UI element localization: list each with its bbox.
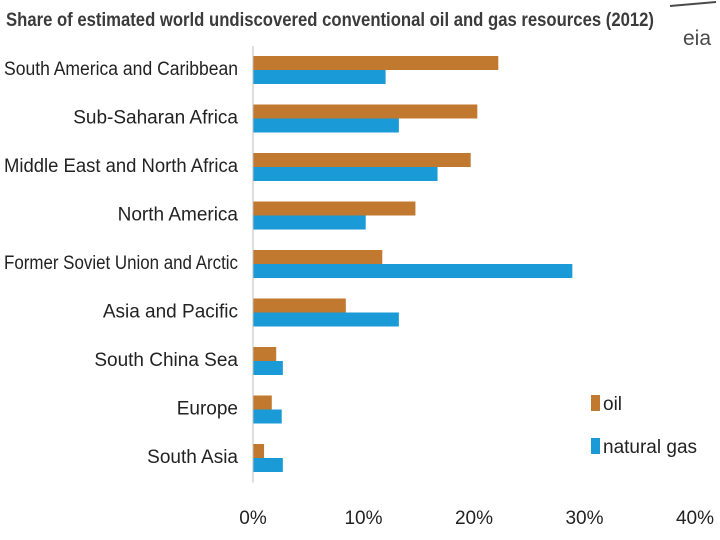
category-label: Europe <box>177 399 238 420</box>
oil-bar <box>253 104 478 119</box>
natural-gas-bar <box>253 264 573 278</box>
natural-gas-bar <box>253 70 386 84</box>
oil-bar <box>253 395 272 410</box>
legend-swatch-natural-gas <box>591 438 600 454</box>
category-label: South China Sea <box>94 350 238 371</box>
natural-gas-bar <box>253 458 283 472</box>
eia-logo-text: eia <box>683 27 711 50</box>
natural-gas-bar <box>253 312 399 327</box>
category-label: South America and Caribbean <box>4 59 238 80</box>
x-tick-label: 30% <box>565 508 603 529</box>
natural-gas-bar <box>253 118 399 133</box>
category-label: Asia and Pacific <box>103 302 238 323</box>
category-label: Middle East and North Africa <box>4 156 238 177</box>
natural-gas-bar <box>253 409 282 424</box>
legend-label-natural-gas: natural gas <box>603 437 697 458</box>
x-tick-label: 20% <box>455 508 493 529</box>
oil-bar <box>253 153 471 167</box>
oil-bar <box>253 250 383 264</box>
x-tick-label: 40% <box>676 508 714 529</box>
category-label: Sub-Saharan Africa <box>73 108 238 129</box>
category-label: North America <box>118 205 239 226</box>
oil-bar <box>253 201 416 216</box>
x-tick-label: 10% <box>344 508 382 529</box>
category-label: South Asia <box>147 447 238 468</box>
category-label: Former Soviet Union and Arctic <box>4 253 238 274</box>
x-axis-ticks: 0% 10% 20% 30% 40% <box>239 508 714 529</box>
natural-gas-bar <box>253 167 438 181</box>
bars-group <box>253 56 573 472</box>
eia-logo: eia <box>669 1 717 50</box>
oil-bar <box>253 298 346 313</box>
legend-swatch-oil <box>591 395 600 411</box>
x-tick-label: 0% <box>239 508 267 529</box>
natural-gas-bar <box>253 215 366 230</box>
chart-title: Share of estimated world undiscovered co… <box>6 10 654 31</box>
legend-label-oil: oil <box>603 394 622 415</box>
category-labels: South America and Caribbean Sub-Saharan A… <box>4 59 238 468</box>
oil-bar <box>253 56 499 70</box>
eia-logo-arc <box>669 1 717 7</box>
natural-gas-bar <box>253 361 283 375</box>
legend: oil natural gas <box>591 394 697 458</box>
oil-bar <box>253 444 265 458</box>
oil-bar <box>253 347 277 361</box>
